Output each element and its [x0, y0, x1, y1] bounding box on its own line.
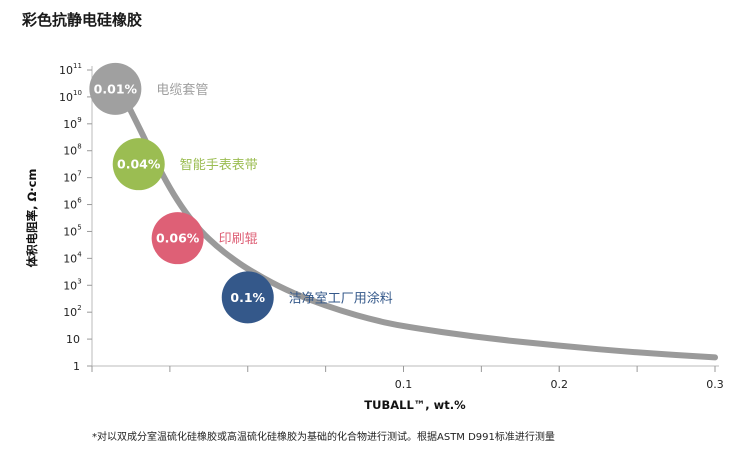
data-point-label: 0.1%: [230, 290, 265, 305]
chart-title: 彩色抗静电硅橡胶: [22, 11, 143, 29]
resistivity-curve: [112, 72, 718, 361]
data-point-1: 0.01% 电缆套管: [89, 62, 208, 115]
x-tick-label: 0.1: [395, 378, 413, 391]
x-axis-label: TUBALL™, wt.%: [364, 398, 466, 412]
y-tick-label: 1: [73, 360, 80, 373]
y-tick-label: 105: [63, 223, 81, 238]
data-point-label: 0.06%: [156, 231, 200, 246]
y-tick-label: 109: [63, 116, 81, 131]
y-axis-ticks: 1 10 102 103 104 105 106 107 108 109 1010 1011: [59, 62, 92, 373]
x-tick-label: 0.3: [706, 378, 724, 391]
y-tick-label: 1010: [59, 89, 82, 104]
data-point-bubble: [89, 62, 142, 115]
y-tick-label: 103: [63, 277, 81, 292]
data-point-4: 0.1% 洁净室工厂用涂料: [221, 271, 393, 324]
application-label: 洁净室工厂用涂料: [289, 290, 393, 306]
x-tick-label: 0.2: [551, 378, 569, 391]
y-tick-label: 108: [63, 143, 81, 158]
data-point-label: 0.01%: [94, 81, 138, 96]
x-axis-ticks: 0.1 0.2 0.3: [395, 366, 724, 391]
data-point-3: 0.06% 印刷辊: [151, 212, 258, 265]
data-points: 0.01% 电缆套管 0.04% 智能手表表带 0.06% 印刷辊 0.1% 洁净室工厂用涂料: [89, 62, 393, 324]
data-point-2: 0.04% 智能手表表带: [112, 138, 258, 191]
data-point-bubble: [151, 212, 204, 265]
footnote: *对以双成分室温硫化硅橡胶或高温硫化硅橡胶为基础的化合物进行测试。根据ASTM …: [92, 432, 555, 443]
y-axis-label: 体积电阻率, Ω·cm: [25, 169, 39, 268]
y-tick-label: 104: [63, 250, 82, 265]
y-tick-label: 102: [63, 304, 81, 319]
data-point-label: 0.04%: [117, 157, 161, 172]
application-label: 智能手表表带: [180, 158, 258, 173]
y-tick-label: 107: [63, 170, 81, 185]
application-label: 电缆套管: [156, 82, 208, 98]
application-label: 印刷辊: [219, 232, 258, 247]
y-tick-label: 10: [66, 333, 80, 346]
data-point-bubble: [221, 271, 274, 324]
y-tick-label: 1011: [59, 62, 82, 77]
data-point-bubble: [112, 138, 165, 191]
y-tick-label: 106: [63, 197, 82, 212]
